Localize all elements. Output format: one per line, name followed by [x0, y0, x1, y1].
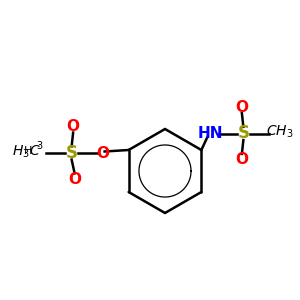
- Text: O: O: [68, 172, 81, 187]
- Text: O: O: [97, 146, 110, 160]
- Text: H: H: [24, 146, 33, 156]
- Text: O: O: [67, 119, 80, 134]
- Text: HN: HN: [198, 126, 223, 141]
- Text: $H_3C$: $H_3C$: [12, 143, 41, 160]
- Text: S: S: [66, 144, 78, 162]
- Text: $CH_3$: $CH_3$: [266, 124, 293, 140]
- Text: O: O: [236, 152, 248, 167]
- Text: S: S: [237, 124, 249, 142]
- Text: 3: 3: [36, 141, 42, 151]
- Text: O: O: [236, 100, 248, 115]
